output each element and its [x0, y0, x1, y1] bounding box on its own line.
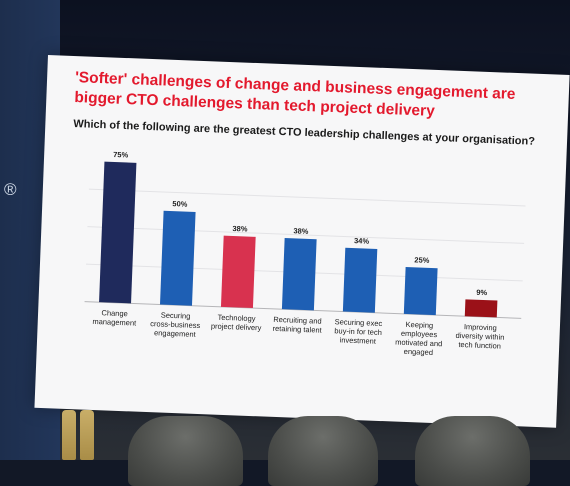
slide-headline: 'Softer' challenges of change and busine…	[74, 69, 516, 120]
bar-6	[403, 267, 438, 316]
audience-chair-right	[415, 416, 530, 486]
projection-screen: 'Softer' challenges of change and busine…	[34, 55, 570, 428]
water-bottle	[62, 410, 76, 460]
category-label-7: Improvingdiversity withintech function	[455, 322, 505, 351]
bar-2	[160, 210, 196, 306]
bar-7	[464, 299, 498, 318]
data-label-6: 25%	[414, 255, 430, 265]
category-label-5: Securing execbuy-in for techinvestment	[334, 317, 383, 346]
category-label-4: Recruiting andretaining talent	[272, 315, 323, 335]
bar-4	[281, 237, 317, 311]
water-bottle	[80, 410, 94, 460]
data-label-1: 75%	[113, 150, 129, 160]
category-label-2: Securingcross-businessengagement	[150, 310, 201, 339]
gridline-3	[88, 188, 526, 207]
category-label-1: Changemanagement	[92, 308, 137, 328]
audience-chair-left	[128, 416, 243, 486]
bar-chart: 75% Changemanagement 50% Securingcross-busi…	[84, 150, 526, 358]
data-label-3: 38%	[232, 224, 248, 234]
data-label-7: 9%	[476, 288, 488, 297]
category-label-3: Technologyproject delivery	[211, 312, 262, 332]
bar-1	[99, 161, 137, 304]
audience-chair-middle	[268, 416, 378, 486]
data-label-4: 38%	[293, 226, 309, 236]
category-label-6: Keepingemployeesmotivated andengaged	[395, 320, 443, 358]
bar-3	[220, 235, 256, 309]
bar-5	[342, 247, 378, 313]
data-label-2: 50%	[172, 199, 188, 209]
data-label-5: 34%	[354, 236, 370, 246]
gridline-2	[87, 226, 525, 244]
registered-mark: ®	[4, 180, 17, 199]
